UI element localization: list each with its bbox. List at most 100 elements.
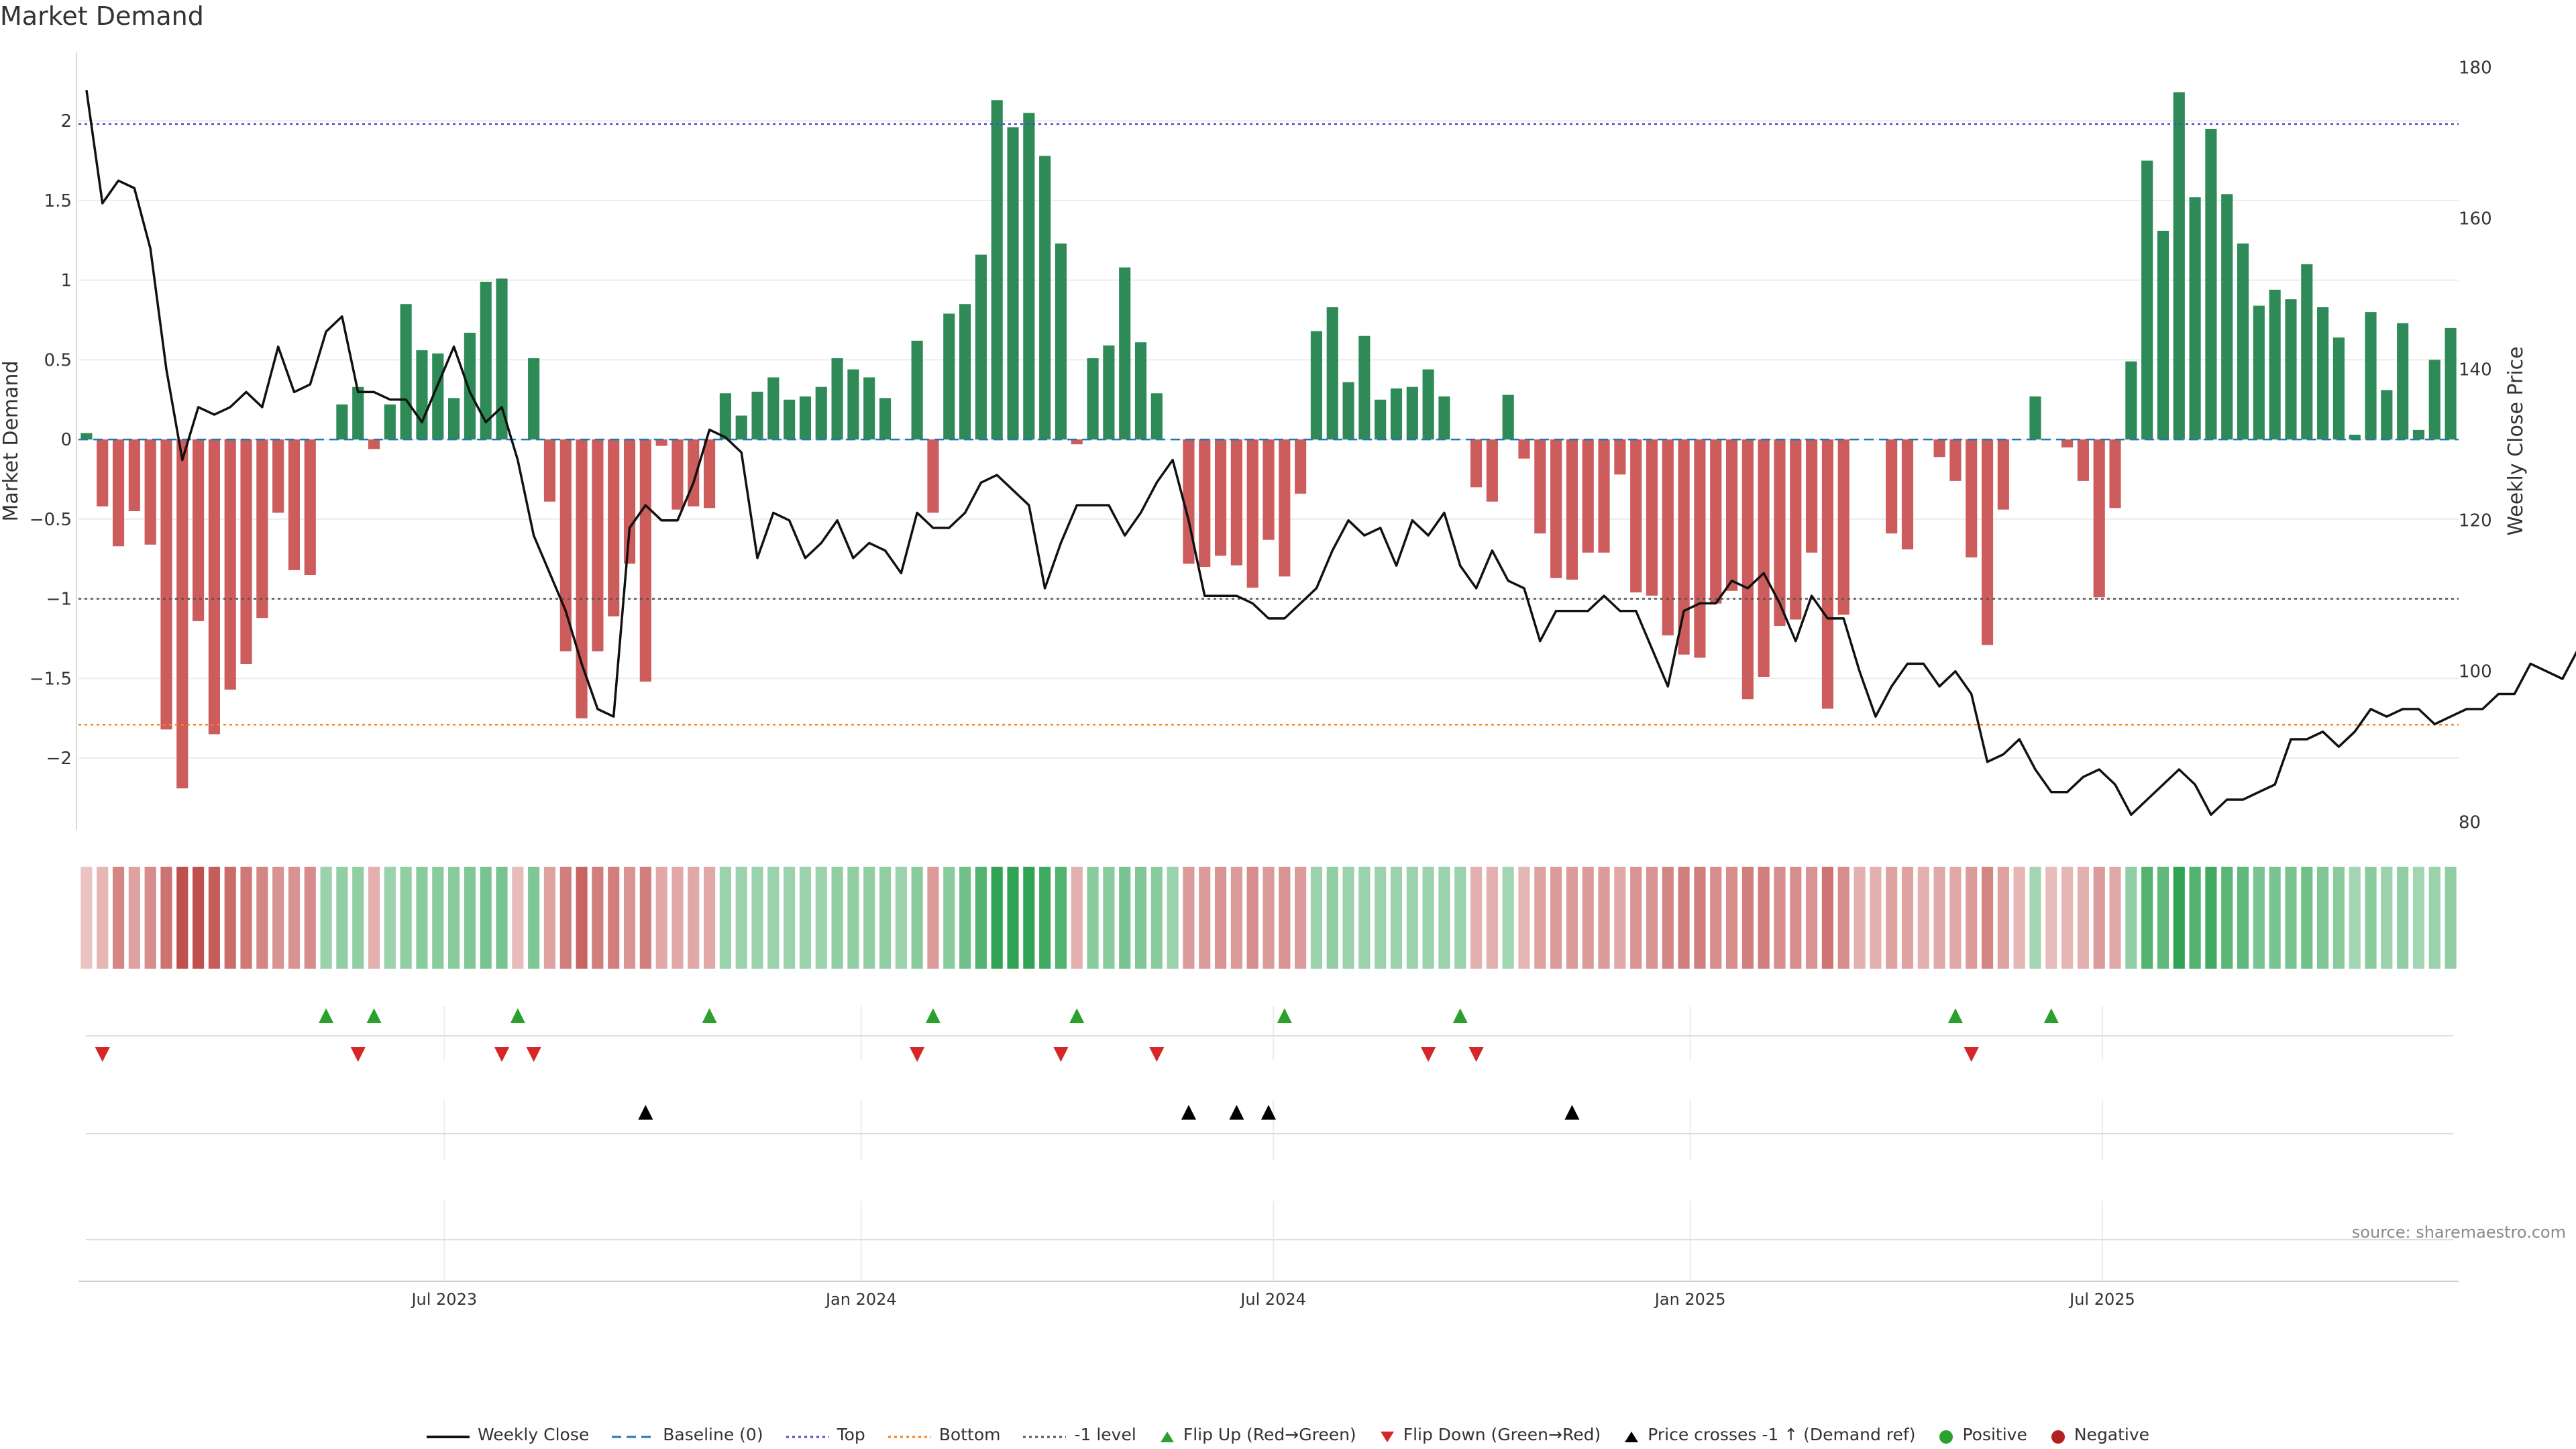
heatmap-cell bbox=[2013, 867, 2025, 969]
y-tick-label: −1 bbox=[46, 590, 72, 610]
positive-bar bbox=[384, 404, 396, 440]
negative-bar bbox=[559, 439, 572, 651]
negative-bar bbox=[543, 439, 556, 502]
positive-bar bbox=[2125, 361, 2137, 440]
negative-bar bbox=[1901, 439, 1914, 549]
positive-bar bbox=[1134, 342, 1147, 440]
heatmap-cell bbox=[2093, 867, 2105, 969]
heatmap-cell bbox=[288, 867, 301, 969]
positive-bar bbox=[831, 358, 843, 440]
negative-bar bbox=[592, 439, 604, 651]
negative-bar bbox=[1933, 439, 1945, 458]
negative-bar bbox=[639, 439, 651, 682]
positive-bar bbox=[943, 313, 955, 440]
positive-bar bbox=[863, 377, 875, 440]
heatmap-cell bbox=[943, 867, 955, 969]
heatmap-cell bbox=[2125, 867, 2137, 969]
y2-axis-label: Weekly Close Price bbox=[2504, 346, 2528, 535]
heatmap-cell bbox=[1390, 867, 1403, 969]
positive-bar bbox=[2029, 396, 2041, 440]
negative-bar bbox=[224, 439, 236, 690]
heatmap-cell bbox=[512, 867, 524, 969]
y2-tick-label: 140 bbox=[2459, 360, 2492, 380]
positive-bar bbox=[1007, 127, 1019, 440]
negative-bar bbox=[1470, 439, 1483, 488]
negative-bar bbox=[1821, 439, 1833, 709]
heatmap-cell bbox=[2365, 867, 2377, 969]
y2-tick-label: 100 bbox=[2459, 662, 2492, 682]
triangle-down-icon bbox=[1379, 1428, 1395, 1442]
positive-bar bbox=[1326, 307, 1338, 440]
y-tick-label: 2 bbox=[60, 111, 72, 131]
heatmap-cell bbox=[2332, 867, 2345, 969]
positive-bar bbox=[480, 282, 492, 440]
y-tick-label: −0.5 bbox=[30, 510, 72, 530]
heatmap-cell bbox=[2061, 867, 2074, 969]
heatmap-cell bbox=[193, 867, 205, 969]
negative-bar bbox=[272, 439, 284, 513]
positive-bar bbox=[352, 386, 364, 440]
heatmap-cell bbox=[1694, 867, 1706, 969]
legend-item: Flip Up (Red→Green) bbox=[1159, 1425, 1356, 1444]
heatmap-cell bbox=[2253, 867, 2265, 969]
negative-bar bbox=[368, 439, 380, 449]
heatmap-cell bbox=[320, 867, 332, 969]
heatmap-cell bbox=[639, 867, 651, 969]
heatmap-cell bbox=[1598, 867, 1610, 969]
heatmap-cell bbox=[1854, 867, 1866, 969]
heatmap-cell bbox=[224, 867, 236, 969]
line-swatch-icon bbox=[1023, 1428, 1067, 1442]
heatmap-cell bbox=[2269, 867, 2281, 969]
negative-bar bbox=[672, 439, 684, 510]
heatmap-cell bbox=[1534, 867, 1546, 969]
weekly-close-line bbox=[85, 90, 2576, 816]
heatmap-cell bbox=[2221, 867, 2233, 969]
heatmap-cell bbox=[144, 867, 156, 969]
heatmap-cell bbox=[1134, 867, 1147, 969]
y-tick-label: 1.5 bbox=[44, 191, 72, 211]
legend-label: Price crosses -1 ↑ (Demand ref) bbox=[1648, 1425, 1916, 1444]
flip-up-marker bbox=[319, 1008, 334, 1023]
heatmap-cell bbox=[2109, 867, 2121, 969]
negative-bar bbox=[1678, 439, 1690, 655]
positive-bar bbox=[751, 391, 763, 440]
negative-bar bbox=[1614, 439, 1626, 475]
heatmap-cell bbox=[1279, 867, 1291, 969]
heatmap-cell bbox=[1630, 867, 1642, 969]
line-swatch-icon bbox=[888, 1428, 931, 1442]
positive-bar bbox=[1342, 382, 1354, 440]
negative-bar bbox=[1758, 439, 1770, 677]
x-tick-label: Jan 2025 bbox=[1654, 1290, 1726, 1309]
positive-bar bbox=[815, 386, 827, 440]
heatmap-cell bbox=[2077, 867, 2089, 969]
legend-label: Weekly Close bbox=[477, 1425, 590, 1444]
heatmap-cell bbox=[240, 867, 252, 969]
flip-up-marker bbox=[702, 1008, 717, 1023]
positive-bar bbox=[2285, 299, 2297, 440]
positive-bar bbox=[1150, 393, 1163, 440]
heatmap-cell bbox=[352, 867, 364, 969]
flip-down-marker bbox=[526, 1047, 541, 1062]
heatmap-cell bbox=[1103, 867, 1115, 969]
legend-label: Flip Up (Red→Green) bbox=[1183, 1425, 1356, 1444]
positive-bar bbox=[2301, 264, 2313, 440]
negative-bar bbox=[623, 439, 636, 564]
positive-bar bbox=[528, 358, 540, 440]
positive-bar bbox=[2317, 307, 2329, 440]
flip-down-marker bbox=[1149, 1047, 1165, 1062]
negative-bar bbox=[1662, 439, 1674, 636]
positive-bar bbox=[2445, 327, 2457, 440]
legend-item: Bottom bbox=[888, 1425, 1000, 1444]
chart-title: Market Demand bbox=[0, 1, 204, 31]
heatmap-cell bbox=[1199, 867, 1211, 969]
heatmap-cell bbox=[1662, 867, 1674, 969]
positive-bar bbox=[2157, 231, 2169, 440]
heatmap-cell bbox=[831, 867, 843, 969]
negative-bar bbox=[1949, 439, 1962, 481]
heatmap-cell bbox=[304, 867, 316, 969]
heatmap-cell bbox=[1710, 867, 1722, 969]
negative-bar bbox=[2077, 439, 2089, 481]
heatmap-cell bbox=[1774, 867, 1786, 969]
heatmap-cell bbox=[672, 867, 684, 969]
positive-bar bbox=[2428, 360, 2440, 440]
